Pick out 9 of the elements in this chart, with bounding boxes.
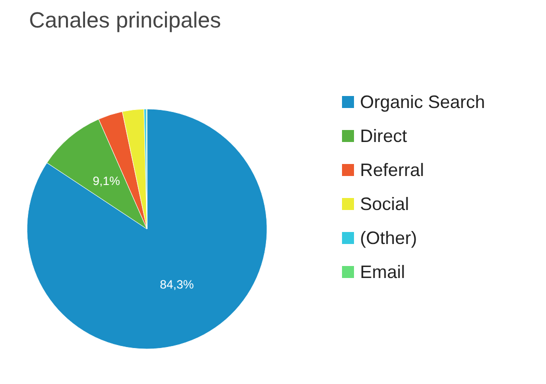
- legend-label: Referral: [360, 160, 424, 180]
- data-label: 9,1%: [92, 174, 120, 188]
- legend-label: Social: [360, 194, 410, 214]
- legend-label: Direct: [360, 126, 408, 146]
- chart-title: Canales principales: [29, 8, 221, 32]
- data-label: 84,3%: [160, 277, 194, 292]
- legend-label: (Other): [360, 228, 418, 248]
- legend-label: Organic Search: [360, 92, 486, 112]
- legend-label: Email: [360, 262, 406, 282]
